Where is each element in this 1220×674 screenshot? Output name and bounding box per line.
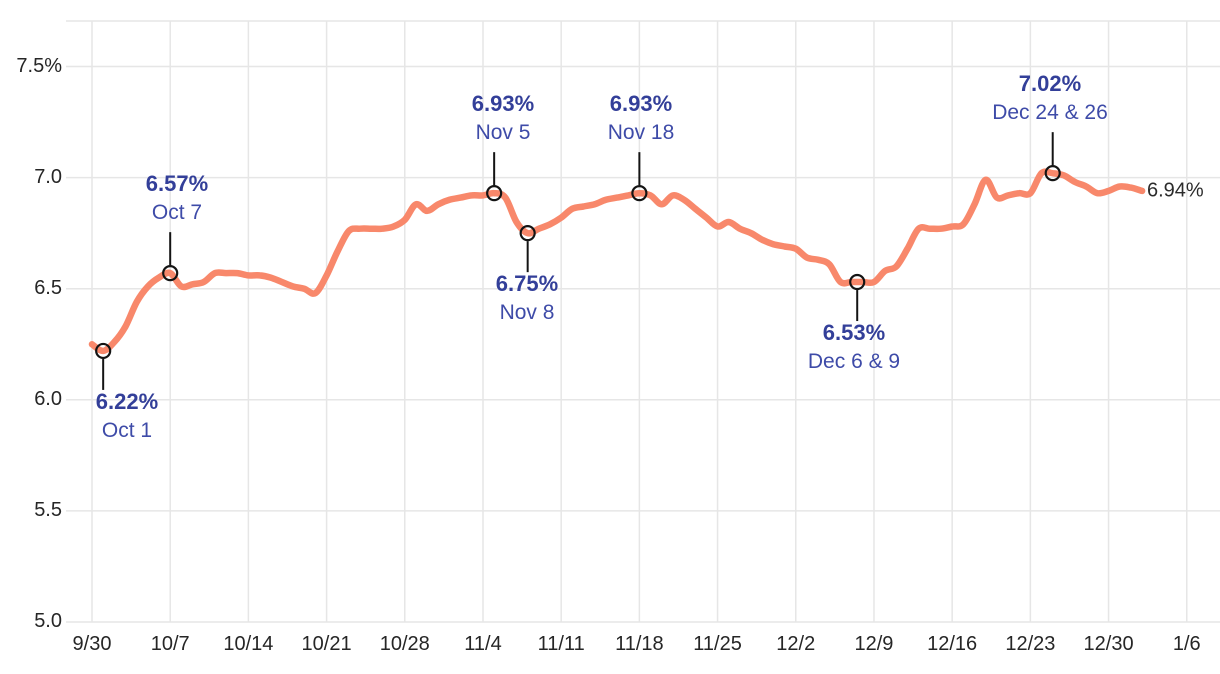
annotation-marker-circle <box>631 185 648 202</box>
annotation-marker-circle <box>849 273 866 291</box>
annotation-marker-circle <box>486 185 503 202</box>
rate-line-path <box>88 168 1146 355</box>
annotation-marker-circle <box>1044 165 1061 182</box>
annotation-marker-circle <box>162 265 179 282</box>
annotation-marker-circle <box>95 342 112 360</box>
annotation-marker-circle <box>519 225 536 242</box>
